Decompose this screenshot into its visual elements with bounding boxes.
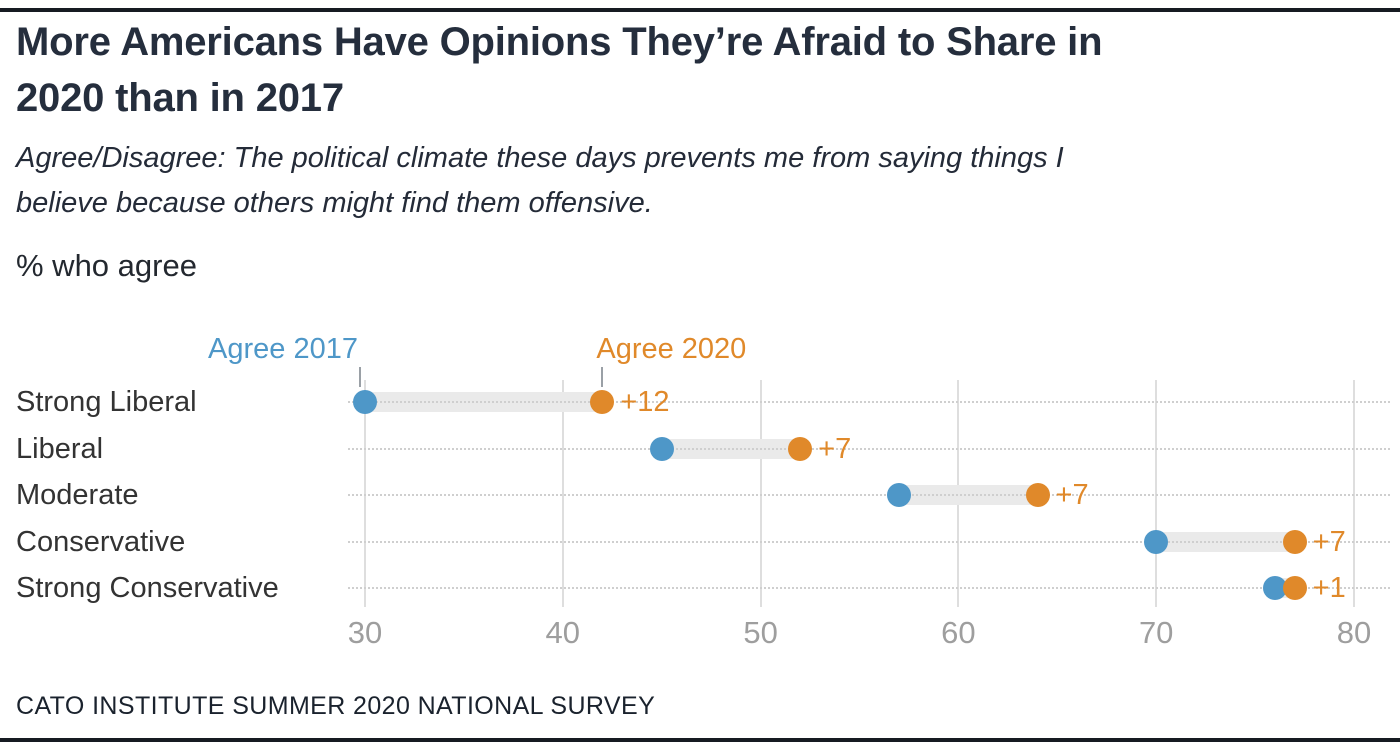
- chart-title: More Americans Have Opinions They’re Afr…: [16, 14, 1103, 126]
- dot-2017: [649, 436, 674, 461]
- chart-title-line-1: More Americans Have Opinions They’re Afr…: [16, 20, 1103, 64]
- gridline-30: [364, 380, 366, 607]
- category-label: Conservative: [16, 525, 186, 558]
- category-label: Strong Liberal: [16, 386, 197, 418]
- delta-label: +7: [1312, 525, 1346, 558]
- x-tick-label-30: 30: [347, 615, 383, 650]
- gridline-40: [561, 380, 564, 607]
- gridline-50: [759, 380, 762, 607]
- chart-title-line-2: 2020 than in 2017: [16, 76, 344, 120]
- chart-subtitle-line-1: Agree/Disagree: The political climate th…: [16, 142, 1064, 174]
- chart-subtitle: Agree/Disagree: The political climate th…: [16, 136, 1064, 226]
- source-label: CATO INSTITUTE SUMMER 2020 NATIONAL SURV…: [16, 692, 656, 720]
- row-guide-dotted-line: [348, 540, 1390, 543]
- unit-label: % who agree: [16, 248, 197, 283]
- legend-pointer-2020-line: [601, 367, 604, 387]
- dot-2020: [788, 436, 813, 461]
- x-tick-label-60: 60: [941, 615, 976, 650]
- category-label: Liberal: [16, 432, 104, 465]
- category-label: Strong Conservative: [16, 572, 279, 604]
- legend-pointer-2017-line: [359, 367, 361, 387]
- bottom-rule: [0, 738, 1400, 742]
- x-tick-label-40: 40: [545, 615, 581, 650]
- delta-label: +7: [1055, 479, 1089, 511]
- delta-label: +7: [818, 432, 852, 465]
- x-tick-label-70: 70: [1138, 615, 1174, 650]
- gridline-70: [1155, 380, 1158, 607]
- delta-label: +1: [1312, 572, 1346, 604]
- dot-2017: [887, 483, 912, 507]
- row-guide-dotted-line: [348, 494, 1390, 496]
- gridline-80: [1353, 380, 1355, 607]
- row-guide-dotted-line: [348, 401, 1390, 403]
- dot-2020: [1282, 576, 1307, 600]
- dot-2020: [1282, 529, 1307, 554]
- dot-2020: [1025, 483, 1050, 507]
- legend-label-2017: Agree 2017: [208, 333, 358, 365]
- legend-label-2020: Agree 2020: [596, 333, 747, 365]
- dot-2017: [353, 390, 377, 414]
- chart-subtitle-line-2: believe because others might find them o…: [16, 187, 653, 219]
- category-label: Moderate: [16, 479, 139, 511]
- x-tick-label-80: 80: [1336, 615, 1372, 650]
- dot-2020: [590, 390, 615, 414]
- x-tick-label-50: 50: [743, 615, 778, 650]
- delta-label: +12: [620, 386, 670, 418]
- top-rule: [0, 8, 1400, 12]
- dot-2017: [1144, 529, 1169, 554]
- row-guide-dotted-line: [348, 587, 1390, 589]
- row-guide-dotted-line: [348, 447, 1390, 450]
